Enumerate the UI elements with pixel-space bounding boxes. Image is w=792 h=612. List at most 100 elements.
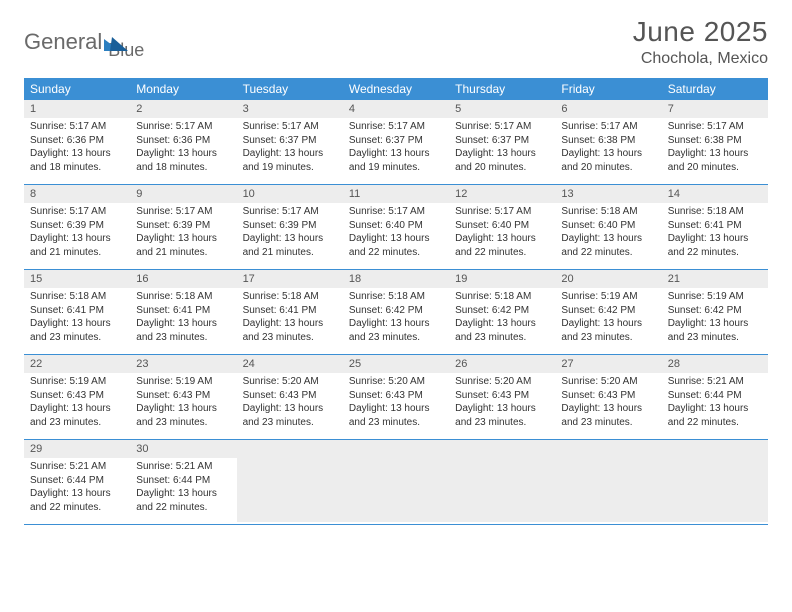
day-number [555,440,661,458]
day-number: 16 [130,270,236,288]
day-body: Sunrise: 5:18 AMSunset: 6:42 PMDaylight:… [343,288,449,350]
day-body: Sunrise: 5:17 AMSunset: 6:37 PMDaylight:… [237,118,343,180]
sunset-text: Sunset: 6:39 PM [243,219,337,233]
sunrise-text: Sunrise: 5:21 AM [30,460,124,474]
logo-triangle-icon [104,33,128,51]
day-of-week-header: SundayMondayTuesdayWednesdayThursdayFrid… [24,78,768,100]
sunrise-text: Sunrise: 5:17 AM [455,205,549,219]
day-body: Sunrise: 5:18 AMSunset: 6:41 PMDaylight:… [130,288,236,350]
sunrise-text: Sunrise: 5:17 AM [668,120,762,134]
sunset-text: Sunset: 6:44 PM [30,474,124,488]
sunset-text: Sunset: 6:44 PM [136,474,230,488]
daylight-text: Daylight: 13 hours and 22 minutes. [349,232,443,259]
daylight-text: Daylight: 13 hours and 23 minutes. [561,402,655,429]
sunrise-text: Sunrise: 5:18 AM [136,290,230,304]
day-body: Sunrise: 5:19 AMSunset: 6:42 PMDaylight:… [662,288,768,350]
daylight-text: Daylight: 13 hours and 23 minutes. [136,402,230,429]
sunset-text: Sunset: 6:40 PM [349,219,443,233]
day-cell: 6Sunrise: 5:17 AMSunset: 6:38 PMDaylight… [555,100,661,184]
day-body: Sunrise: 5:21 AMSunset: 6:44 PMDaylight:… [662,373,768,435]
day-number: 5 [449,100,555,118]
day-number: 28 [662,355,768,373]
sunset-text: Sunset: 6:43 PM [30,389,124,403]
day-body: Sunrise: 5:18 AMSunset: 6:40 PMDaylight:… [555,203,661,265]
day-body [555,458,661,522]
day-body: Sunrise: 5:19 AMSunset: 6:43 PMDaylight:… [24,373,130,435]
sunrise-text: Sunrise: 5:17 AM [561,120,655,134]
day-cell: 18Sunrise: 5:18 AMSunset: 6:42 PMDayligh… [343,270,449,354]
dow-friday: Friday [555,78,661,100]
day-body [449,458,555,522]
day-cell: 24Sunrise: 5:20 AMSunset: 6:43 PMDayligh… [237,355,343,439]
day-empty [449,440,555,524]
day-number: 6 [555,100,661,118]
day-number: 2 [130,100,236,118]
sunset-text: Sunset: 6:37 PM [455,134,549,148]
sunrise-text: Sunrise: 5:17 AM [136,120,230,134]
sunset-text: Sunset: 6:43 PM [455,389,549,403]
sunrise-text: Sunrise: 5:17 AM [30,120,124,134]
day-cell: 11Sunrise: 5:17 AMSunset: 6:40 PMDayligh… [343,185,449,269]
sunrise-text: Sunrise: 5:18 AM [349,290,443,304]
sunrise-text: Sunrise: 5:20 AM [243,375,337,389]
location-label: Chochola, Mexico [633,50,768,68]
sunrise-text: Sunrise: 5:20 AM [561,375,655,389]
day-body: Sunrise: 5:18 AMSunset: 6:41 PMDaylight:… [24,288,130,350]
sunrise-text: Sunrise: 5:21 AM [668,375,762,389]
day-cell: 10Sunrise: 5:17 AMSunset: 6:39 PMDayligh… [237,185,343,269]
day-body: Sunrise: 5:19 AMSunset: 6:43 PMDaylight:… [130,373,236,435]
sunrise-text: Sunrise: 5:17 AM [349,120,443,134]
day-body: Sunrise: 5:17 AMSunset: 6:39 PMDaylight:… [24,203,130,265]
day-number: 18 [343,270,449,288]
day-body: Sunrise: 5:21 AMSunset: 6:44 PMDaylight:… [24,458,130,520]
day-cell: 21Sunrise: 5:19 AMSunset: 6:42 PMDayligh… [662,270,768,354]
day-cell: 13Sunrise: 5:18 AMSunset: 6:40 PMDayligh… [555,185,661,269]
day-number: 8 [24,185,130,203]
day-number: 24 [237,355,343,373]
day-body [662,458,768,522]
sunset-text: Sunset: 6:37 PM [349,134,443,148]
daylight-text: Daylight: 13 hours and 18 minutes. [136,147,230,174]
sunset-text: Sunset: 6:39 PM [136,219,230,233]
day-cell: 4Sunrise: 5:17 AMSunset: 6:37 PMDaylight… [343,100,449,184]
day-body: Sunrise: 5:18 AMSunset: 6:41 PMDaylight:… [237,288,343,350]
sunrise-text: Sunrise: 5:18 AM [561,205,655,219]
day-body: Sunrise: 5:17 AMSunset: 6:36 PMDaylight:… [130,118,236,180]
day-body: Sunrise: 5:17 AMSunset: 6:37 PMDaylight:… [343,118,449,180]
daylight-text: Daylight: 13 hours and 23 minutes. [136,317,230,344]
page-header: General Blue June 2025 Chochola, Mexico [24,16,768,68]
sunset-text: Sunset: 6:42 PM [349,304,443,318]
sunset-text: Sunset: 6:43 PM [349,389,443,403]
daylight-text: Daylight: 13 hours and 23 minutes. [30,402,124,429]
sunrise-text: Sunrise: 5:18 AM [455,290,549,304]
day-number: 10 [237,185,343,203]
day-body: Sunrise: 5:17 AMSunset: 6:39 PMDaylight:… [130,203,236,265]
day-cell: 17Sunrise: 5:18 AMSunset: 6:41 PMDayligh… [237,270,343,354]
day-cell: 7Sunrise: 5:17 AMSunset: 6:38 PMDaylight… [662,100,768,184]
sunrise-text: Sunrise: 5:19 AM [136,375,230,389]
sunrise-text: Sunrise: 5:17 AM [349,205,443,219]
sunset-text: Sunset: 6:42 PM [668,304,762,318]
day-body: Sunrise: 5:18 AMSunset: 6:42 PMDaylight:… [449,288,555,350]
dow-saturday: Saturday [662,78,768,100]
day-body [343,458,449,522]
dow-monday: Monday [130,78,236,100]
sunrise-text: Sunrise: 5:17 AM [243,120,337,134]
week-row: 1Sunrise: 5:17 AMSunset: 6:36 PMDaylight… [24,100,768,185]
sunrise-text: Sunrise: 5:18 AM [243,290,337,304]
sunset-text: Sunset: 6:36 PM [30,134,124,148]
daylight-text: Daylight: 13 hours and 20 minutes. [668,147,762,174]
sunset-text: Sunset: 6:40 PM [455,219,549,233]
day-cell: 23Sunrise: 5:19 AMSunset: 6:43 PMDayligh… [130,355,236,439]
day-body: Sunrise: 5:18 AMSunset: 6:41 PMDaylight:… [662,203,768,265]
sunrise-text: Sunrise: 5:19 AM [561,290,655,304]
day-body: Sunrise: 5:17 AMSunset: 6:40 PMDaylight:… [343,203,449,265]
day-cell: 15Sunrise: 5:18 AMSunset: 6:41 PMDayligh… [24,270,130,354]
day-empty [237,440,343,524]
sunrise-text: Sunrise: 5:19 AM [668,290,762,304]
week-row: 29Sunrise: 5:21 AMSunset: 6:44 PMDayligh… [24,440,768,525]
day-body: Sunrise: 5:19 AMSunset: 6:42 PMDaylight:… [555,288,661,350]
day-body: Sunrise: 5:17 AMSunset: 6:40 PMDaylight:… [449,203,555,265]
daylight-text: Daylight: 13 hours and 21 minutes. [30,232,124,259]
day-cell: 19Sunrise: 5:18 AMSunset: 6:42 PMDayligh… [449,270,555,354]
